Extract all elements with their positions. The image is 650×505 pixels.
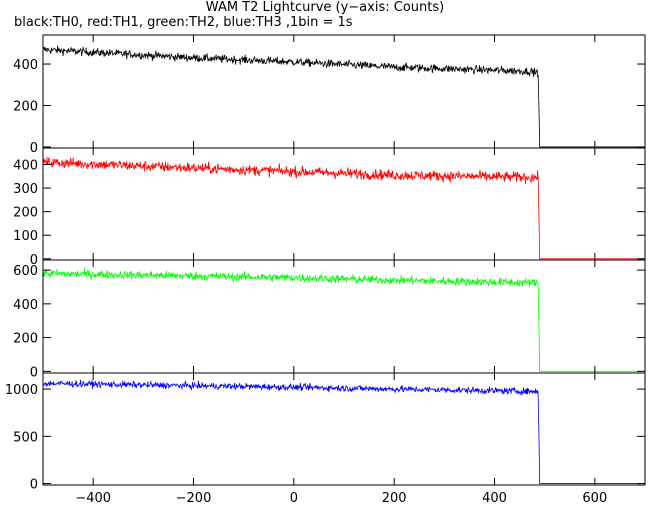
y-tick-label: 1000 bbox=[5, 383, 38, 398]
y-tick-label: 200 bbox=[13, 332, 38, 347]
y-tick-label: 600 bbox=[13, 264, 38, 279]
y-tick-label: 100 bbox=[13, 229, 38, 244]
series-line-th1 bbox=[42, 156, 645, 260]
x-tick-label: 200 bbox=[382, 491, 407, 505]
x-tick-label: −400 bbox=[75, 491, 111, 505]
y-tick-label: 0 bbox=[30, 478, 38, 493]
series-line-th0 bbox=[42, 45, 645, 148]
x-tick-label: 0 bbox=[290, 491, 298, 505]
x-tick-label: 400 bbox=[482, 491, 507, 505]
y-tick-label: 0 bbox=[30, 365, 38, 380]
series-line-th3 bbox=[42, 379, 645, 484]
chart-title: WAM T2 Lightcurve (y−axis: Counts) bbox=[205, 0, 445, 15]
y-tick-label: 0 bbox=[30, 253, 38, 268]
y-tick-label: 300 bbox=[13, 182, 38, 197]
y-tick-label: 200 bbox=[13, 206, 38, 221]
y-tick-label: 0 bbox=[30, 141, 38, 156]
y-tick-label: 400 bbox=[13, 58, 38, 73]
panel-th0: 0 200 400 bbox=[13, 34, 646, 156]
x-tick-label: 600 bbox=[582, 491, 607, 505]
panel-th1: 0 100 200 300 400 bbox=[13, 147, 646, 268]
y-tick-label: 400 bbox=[13, 159, 38, 174]
y-tick-label: 500 bbox=[13, 430, 38, 445]
x-tick-label: −200 bbox=[176, 491, 212, 505]
panel-th3: 0 500 1000 bbox=[5, 372, 646, 493]
panel-frame bbox=[42, 34, 646, 149]
chart-subtitle: black:TH0, red:TH1, green:TH2, blue:TH3 … bbox=[14, 15, 353, 30]
y-tick-label: 400 bbox=[13, 298, 38, 313]
panel-frame bbox=[42, 372, 646, 486]
panel-th2: 0 200 400 600 bbox=[13, 259, 646, 380]
panel-frame bbox=[42, 259, 646, 374]
y-tick-label: 200 bbox=[13, 99, 38, 114]
series-line-th2 bbox=[42, 268, 645, 372]
